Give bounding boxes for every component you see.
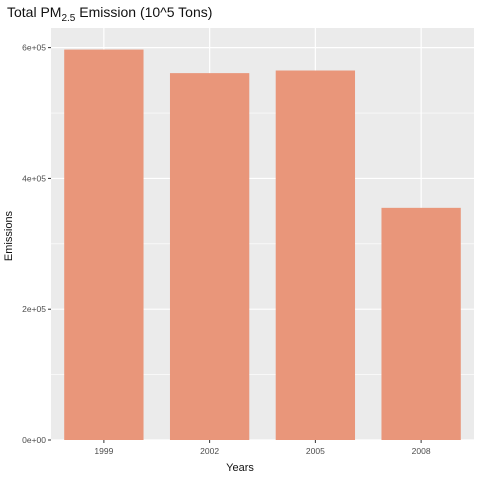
x-axis-label: Years [226,462,254,474]
bar-2005 [275,70,356,440]
x-tick-label: 2002 [200,446,219,456]
x-tick-label: 2005 [306,446,325,456]
y-tick-label: 6e+05 [22,43,46,53]
x-tick-label: 2008 [412,446,431,456]
bar-2008 [381,207,461,440]
chart-title: Total PM2.5 Emission (10^5 Tons) [7,4,213,24]
y-tick-label: 4e+05 [22,173,46,183]
y-tick-label: 2e+05 [22,304,46,314]
x-tick-label: 1999 [94,446,113,456]
y-tick-label: 0e+00 [22,435,46,445]
bar-1999 [64,49,144,440]
bar-2002 [169,73,250,440]
